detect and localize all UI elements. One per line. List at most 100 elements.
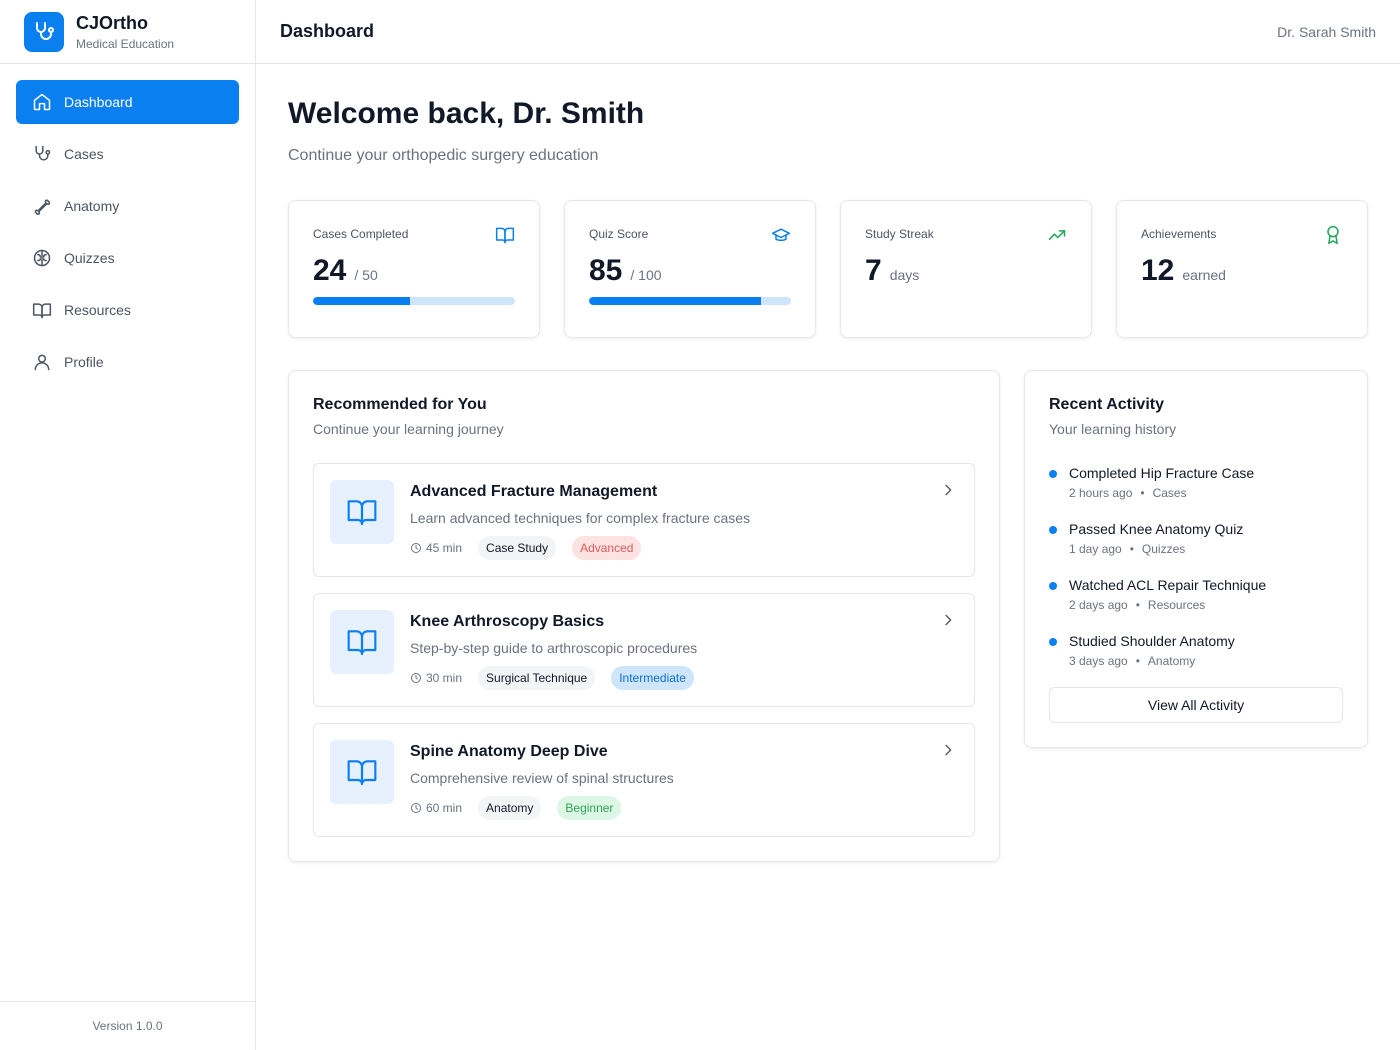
recommended-description: Learn advanced techniques for complex fr… [410,510,751,526]
activity-panel: Recent Activity Your learning history Co… [1024,370,1368,748]
stat-card-cases: Cases Completed 24 / 50 [288,200,540,338]
brand[interactable]: CJOrtho Medical Education [0,0,255,64]
content-grid: Recommended for You Continue your learni… [288,370,1368,862]
activity-dot [1049,470,1057,478]
version-label: Version 1.0.0 [0,1001,255,1050]
stats-row: Cases Completed 24 / 50 Quiz Score 85 / … [288,200,1368,338]
level-badge: Advanced [572,536,642,560]
activity-dot [1049,582,1057,590]
activity-item: Studied Shoulder Anatomy 3 days ago • Anat… [1049,631,1343,669]
recommended-panel: Recommended for You Continue your learni… [288,370,1000,862]
recommended-description: Comprehensive review of spinal structure… [410,770,674,786]
duration-label: 60 min [426,801,463,815]
duration: 30 min [410,671,462,685]
activity-category: Anatomy [1147,654,1196,668]
duration-label: 45 min [426,541,463,555]
sidebar: CJOrtho Medical Education Dashboard Case… [0,0,256,1050]
level-badge: Beginner [557,796,622,820]
sidebar-item-label: Resources [64,302,131,318]
brand-subtitle: Medical Education [76,36,175,51]
stat-label: Study Streak [865,227,934,241]
top-header: Dashboard Dr. Sarah Smith [256,0,1400,64]
chevron-right-icon[interactable] [940,742,956,758]
separator: • [1129,542,1134,556]
sidebar-item-resources[interactable]: Resources [16,288,239,332]
activity-category: Quizzes [1141,542,1186,556]
stat-unit: earned [1182,267,1226,283]
level-badge: Intermediate [611,666,694,690]
activity-title: Watched ACL Repair Technique [1069,577,1267,593]
stat-label: Achievements [1141,227,1217,241]
category-tag: Anatomy [478,796,542,820]
panel-title: Recommended for You [313,396,487,413]
separator: • [1135,654,1140,668]
trending-up-icon [1048,230,1066,240]
recommended-item[interactable]: Spine Anatomy Deep Dive Comprehensive re… [313,723,975,837]
sidebar-item-label: Anatomy [64,198,120,214]
activity-category: Cases [1152,486,1187,500]
recommended-title: Advanced Fracture Management [410,483,658,500]
stat-label: Cases Completed [313,227,409,241]
separator: • [1140,486,1145,500]
panel-subtitle: Your learning history [1049,421,1177,437]
activity-list: Completed Hip Fracture Case 2 hours ago •… [1049,463,1343,669]
progress-bar [589,297,791,305]
sidebar-item-anatomy[interactable]: Anatomy [16,184,239,228]
sidebar-item-dashboard[interactable]: Dashboard [16,80,239,124]
stat-card-achievements: Achievements 12 earned [1116,200,1368,338]
recommended-title: Spine Anatomy Deep Dive [410,743,608,760]
activity-time: 1 day ago [1069,542,1122,556]
panel-title: Recent Activity [1049,396,1164,413]
activity-item: Passed Knee Anatomy Quiz 1 day ago • Quizz… [1049,519,1343,557]
sidebar-item-cases[interactable]: Cases [16,132,239,176]
progress-fill [313,297,410,305]
stat-value: 12 [1141,254,1175,287]
stat-unit: / 100 [630,267,662,283]
activity-item: Completed Hip Fracture Case 2 hours ago •… [1049,463,1343,501]
book-open-icon [330,480,394,544]
activity-title: Studied Shoulder Anatomy [1069,633,1235,649]
activity-dot [1049,638,1057,646]
sidebar-item-quizzes[interactable]: Quizzes [16,236,239,280]
book-open-icon [330,740,394,804]
stat-unit: / 50 [354,267,378,283]
progress-bar [313,297,515,305]
category-tag: Case Study [478,536,557,560]
sidebar-item-label: Cases [64,146,104,162]
recommended-title: Knee Arthroscopy Basics [410,613,605,630]
activity-category: Resources [1147,598,1206,612]
brand-name: CJOrtho [76,12,148,33]
sidebar-item-label: Profile [64,354,104,370]
stat-value: 24 [313,254,347,287]
stat-label: Quiz Score [589,227,649,241]
progress-fill [589,297,761,305]
activity-time: 2 days ago [1069,598,1128,612]
stat-card-quiz: Quiz Score 85 / 100 [564,200,816,338]
activity-item: Watched ACL Repair Technique 2 days ago •… [1049,575,1343,613]
recommended-description: Step-by-step guide to arthroscopic proce… [410,640,698,656]
stat-unit: days [889,267,920,283]
award-icon [1327,225,1339,245]
clock-icon [411,803,421,813]
duration: 60 min [410,801,462,815]
book-open-icon [330,610,394,674]
stethoscope-icon [35,145,51,161]
duration: 45 min [410,541,462,555]
activity-time: 3 days ago [1069,654,1128,668]
stat-value: 7 [865,254,882,287]
user-name[interactable]: Dr. Sarah Smith [1277,23,1376,40]
welcome-subtitle: Continue your orthopedic surgery educati… [288,147,599,164]
activity-dot [1049,526,1057,534]
sidebar-nav: Dashboard Cases Anatomy Quizzes Resource… [0,64,255,408]
book-open-icon [495,227,515,244]
bone-icon [34,199,51,215]
recommended-item[interactable]: Advanced Fracture Management Learn advan… [313,463,975,577]
stat-card-streak: Study Streak 7 days [840,200,1092,338]
recommended-item[interactable]: Knee Arthroscopy Basics Step-by-step gui… [313,593,975,707]
recommended-list: Advanced Fracture Management Learn advan… [313,463,975,837]
activity-title: Passed Knee Anatomy Quiz [1069,521,1244,537]
sidebar-item-profile[interactable]: Profile [16,340,239,384]
view-all-activity-button[interactable]: View All Activity [1049,687,1343,723]
chevron-right-icon[interactable] [940,482,956,498]
chevron-right-icon[interactable] [940,612,956,628]
